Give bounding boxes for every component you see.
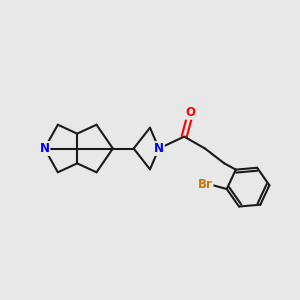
Text: N: N [40,142,50,155]
Text: O: O [185,106,195,119]
Text: Br: Br [198,178,212,191]
Text: N: N [154,142,164,155]
